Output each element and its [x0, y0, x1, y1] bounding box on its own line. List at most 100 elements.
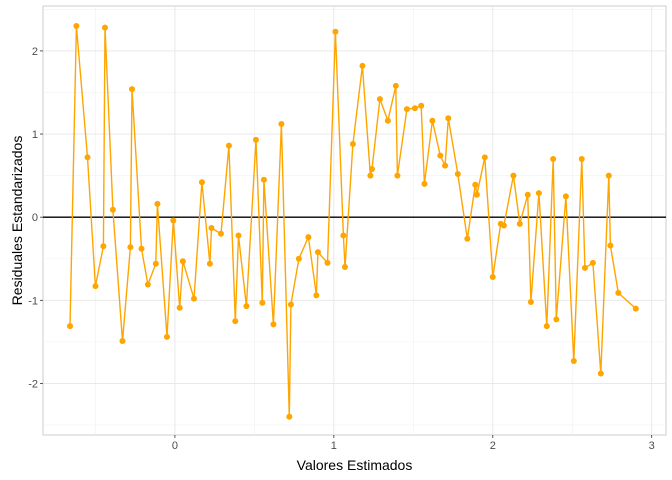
data-point — [305, 234, 312, 241]
data-point — [550, 155, 557, 162]
data-point — [418, 102, 425, 109]
plot-panel — [42, 5, 667, 436]
data-point — [324, 259, 331, 266]
data-point — [376, 96, 383, 103]
data-point — [607, 242, 614, 249]
data-point — [411, 105, 418, 112]
data-point — [392, 82, 399, 89]
data-point — [260, 176, 267, 183]
data-point — [287, 301, 294, 308]
y-tick-label: -2 — [28, 378, 38, 390]
residuals-series-line — [69, 25, 637, 417]
data-point — [270, 321, 277, 328]
data-point — [535, 190, 542, 197]
data-point — [119, 338, 126, 345]
data-point — [198, 179, 205, 186]
data-point — [138, 245, 145, 252]
x-tick-label: 3 — [649, 440, 655, 452]
residual-points — [67, 22, 639, 420]
data-point — [109, 206, 116, 213]
data-point — [225, 142, 232, 149]
data-point — [429, 117, 436, 124]
data-point — [454, 170, 461, 177]
data-point — [190, 295, 197, 302]
data-point — [235, 232, 242, 239]
data-point — [84, 154, 91, 161]
data-point — [67, 323, 74, 330]
data-point — [368, 165, 375, 172]
data-point — [489, 274, 496, 281]
data-point — [144, 281, 151, 288]
data-point — [524, 191, 531, 198]
data-point — [163, 333, 170, 340]
data-point — [543, 323, 550, 330]
data-point — [394, 172, 401, 179]
data-point — [154, 200, 161, 207]
data-point — [243, 303, 250, 310]
data-point — [615, 289, 622, 296]
x-tick-label: 2 — [490, 440, 496, 452]
data-point — [101, 24, 108, 31]
data-point — [286, 413, 293, 420]
y-tick-label: -1 — [28, 295, 38, 307]
data-point — [170, 217, 177, 224]
data-point — [442, 162, 449, 169]
y-tick-label: 2 — [32, 46, 38, 58]
data-point — [73, 22, 80, 29]
data-point — [100, 243, 107, 250]
data-point — [472, 181, 479, 188]
data-point — [127, 244, 134, 251]
x-axis-title: Valores Estimados — [297, 457, 413, 473]
data-point — [295, 255, 302, 262]
x-axis-ticks: 0 1 2 3 — [172, 435, 655, 452]
data-point — [445, 115, 452, 122]
data-point — [340, 232, 347, 239]
data-point — [562, 193, 569, 200]
y-tick-label: 0 — [32, 212, 38, 224]
data-point — [341, 264, 348, 271]
data-point — [632, 305, 639, 312]
data-point — [252, 136, 259, 143]
data-point — [464, 235, 471, 242]
data-point — [176, 304, 183, 311]
minor-grid — [43, 6, 666, 435]
data-point — [570, 358, 577, 365]
data-point — [578, 155, 585, 162]
data-point — [129, 86, 135, 93]
data-point — [259, 299, 266, 306]
data-point — [500, 222, 507, 229]
data-point — [516, 220, 523, 227]
data-point — [510, 172, 517, 179]
data-point — [314, 249, 321, 256]
data-point — [589, 259, 596, 266]
data-point — [527, 298, 534, 305]
data-point — [332, 28, 339, 35]
data-point — [152, 260, 159, 267]
data-point — [437, 152, 444, 159]
data-point — [481, 154, 488, 161]
data-point — [179, 258, 186, 265]
data-point — [208, 224, 215, 231]
data-point — [384, 117, 391, 124]
data-point — [553, 316, 560, 323]
data-point — [359, 62, 366, 69]
x-tick-label: 1 — [331, 440, 337, 452]
data-point — [92, 283, 99, 290]
data-point — [367, 172, 374, 179]
data-point — [278, 121, 285, 128]
data-point — [581, 264, 588, 271]
y-tick-label: 1 — [32, 129, 38, 141]
y-axis-ticks: -2 -1 0 1 2 — [28, 46, 43, 390]
data-point — [403, 106, 410, 113]
data-point — [421, 180, 428, 187]
data-point — [232, 318, 239, 325]
x-tick-label: 0 — [172, 440, 178, 452]
data-point — [313, 292, 320, 299]
data-point — [597, 370, 604, 377]
data-point — [349, 141, 356, 148]
data-point — [218, 230, 224, 237]
y-axis-title: Residuales Estandarizados — [9, 136, 25, 306]
data-point — [206, 260, 213, 267]
data-point — [605, 172, 612, 179]
